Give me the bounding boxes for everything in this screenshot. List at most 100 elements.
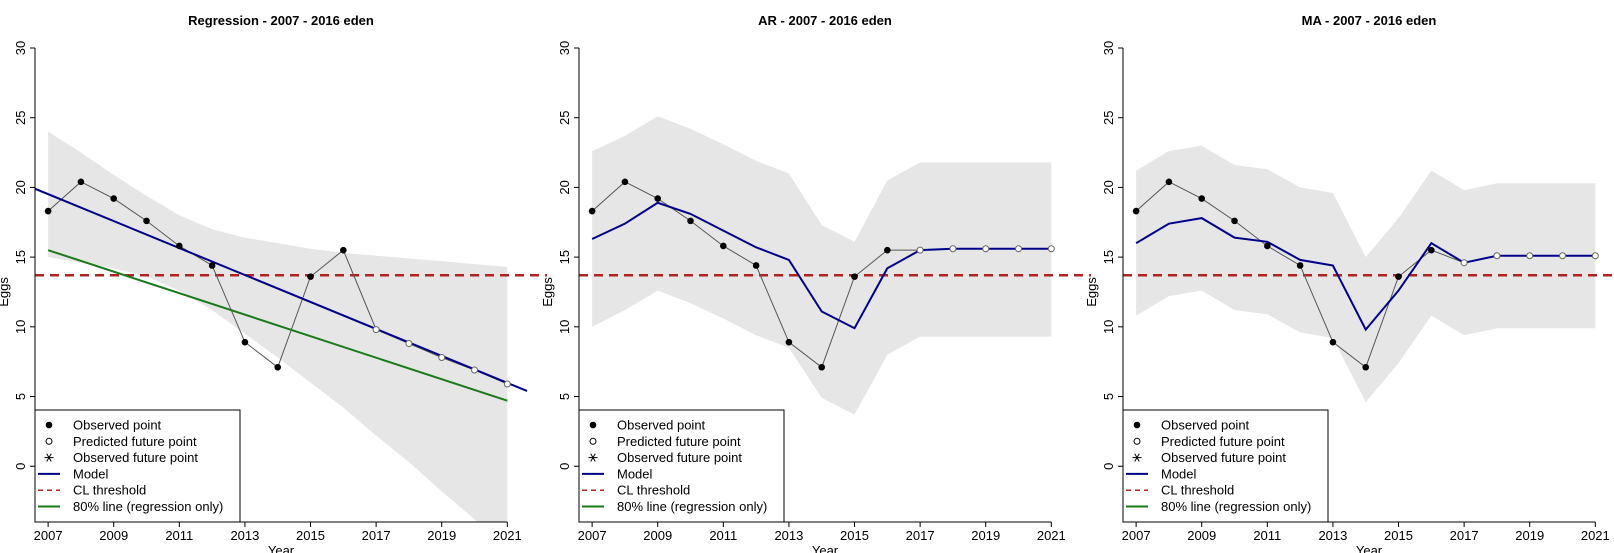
- legend-entry-label: Model: [617, 466, 653, 481]
- predicted-point: [916, 246, 924, 254]
- legend-entry-label: Observed point: [73, 418, 162, 433]
- predicted-point: [372, 326, 380, 334]
- y-tick-label: 20: [1101, 180, 1116, 194]
- x-tick-label: 2011: [709, 528, 737, 543]
- observed-point: [621, 178, 629, 186]
- y-tick-label: 10: [13, 320, 28, 334]
- y-tick-label: 15: [13, 250, 28, 264]
- x-tick-label: 2021: [1037, 528, 1066, 543]
- observed-point: [274, 363, 282, 371]
- y-tick-label: 20: [13, 180, 28, 194]
- predicted-point: [1526, 252, 1534, 260]
- observed-point: [1296, 262, 1304, 269]
- observed-point: [1264, 242, 1271, 250]
- legend-entry-label: CL threshold: [73, 483, 146, 498]
- asterisk-stroke: [590, 453, 596, 462]
- y-tick-label: 15: [557, 250, 572, 264]
- observed-point: [818, 363, 826, 371]
- legend-box: [578, 409, 785, 523]
- plot-area: [579, 116, 1091, 415]
- observed-point: [884, 246, 891, 254]
- legend-entry-label: Model: [73, 466, 109, 481]
- predicted-point: [982, 245, 990, 253]
- observed-point: [720, 242, 727, 250]
- y-tick-label: 20: [557, 180, 572, 194]
- x-tick-label: 2011: [1253, 528, 1281, 543]
- legend-entry-label: 80% line (regression only): [73, 499, 223, 514]
- y-tick-label: 30: [1101, 41, 1116, 55]
- model-line: [1135, 217, 1596, 332]
- observed-point: [176, 242, 183, 250]
- y-axis-label: Eggs: [0, 277, 11, 307]
- legend-key-observed: [1133, 421, 1141, 429]
- predicted-point: [1591, 252, 1599, 260]
- legend-box: [1122, 409, 1329, 523]
- observed-point: [340, 246, 347, 254]
- observed-point: [307, 273, 314, 280]
- observed-point: [1329, 338, 1337, 346]
- observed-point: [1165, 178, 1173, 186]
- observed-point: [143, 217, 150, 225]
- legend-entry-label: Observed point: [617, 418, 706, 433]
- observed-point: [77, 178, 85, 186]
- y-tick-label: 0: [557, 463, 572, 470]
- asterisk-stroke: [46, 453, 52, 462]
- observed-point: [752, 262, 760, 269]
- observed-point: [851, 273, 858, 280]
- legend-key-observed-future: [1132, 453, 1142, 462]
- x-tick-label: 2017: [1450, 528, 1479, 543]
- asterisk-stroke: [1134, 453, 1140, 462]
- predicted-point: [471, 366, 479, 374]
- y-tick-label: 25: [1101, 110, 1116, 124]
- model-line: [591, 201, 1052, 330]
- y-tick-label: 25: [557, 110, 572, 124]
- x-tick-label: 2009: [99, 528, 128, 543]
- x-tick-label: 2019: [427, 528, 456, 543]
- legend-entry-label: 80% line (regression only): [1161, 499, 1311, 514]
- y-tick-label: 0: [13, 463, 28, 470]
- x-tick-label: 2015: [1384, 528, 1413, 543]
- x-tick-label: 2021: [1581, 528, 1610, 543]
- observed-point: [208, 262, 216, 269]
- chart-title: Regression - 2007 - 2016 eden: [188, 13, 374, 28]
- predicted-point: [1559, 252, 1567, 260]
- x-tick-label: 2019: [1515, 528, 1544, 543]
- legend-key-observed: [589, 421, 597, 429]
- x-axis-label: Year: [1356, 543, 1383, 553]
- x-tick-label: 2007: [34, 528, 63, 543]
- y-axis-label: Eggs: [1084, 277, 1099, 307]
- y-axis: 0 5 10 15 20 25 30 Eggs: [0, 41, 36, 470]
- x-tick-label: 2011: [165, 528, 193, 543]
- legend-entry-label: Observed future point: [1161, 450, 1286, 465]
- x-axis: 2007 2009 2011 2013 2015 2017 2019 2021 Year: [578, 521, 1066, 553]
- x-tick-label: 2015: [296, 528, 325, 543]
- observed-point: [1362, 363, 1370, 371]
- y-tick-label: 5: [1101, 393, 1116, 400]
- y-tick-label: 30: [13, 41, 28, 55]
- y-tick-label: 5: [557, 393, 572, 400]
- observed-point: [588, 207, 596, 215]
- legend-key-observed-future: [588, 453, 598, 462]
- legend-entry-label: CL threshold: [1161, 483, 1234, 498]
- x-tick-label: 2013: [1318, 528, 1347, 543]
- y-tick-label: 0: [1101, 463, 1116, 470]
- predicted-point: [503, 380, 511, 388]
- chart-panel-1: 2007 2009 2011 2013 2015 2017 2019 2021Year0510…: [0, 13, 547, 553]
- chart-panel-3: 2007 2009 2011 2013 2015 2017 2019 2021Year0510…: [1084, 13, 1614, 553]
- plot-area: [35, 131, 547, 522]
- predicted-point: [405, 340, 413, 348]
- chart-panel-2: 2007 2009 2011 2013 2015 2017 2019 2021Year0510…: [540, 13, 1091, 553]
- legend-entry-label: 80% line (regression only): [617, 499, 767, 514]
- predicted-point: [1493, 252, 1501, 260]
- observed-point: [1198, 195, 1206, 202]
- x-tick-label: 2021: [493, 528, 522, 543]
- y-axis-label: Eggs: [540, 277, 555, 307]
- legend-entry-label: Predicted future point: [73, 434, 197, 449]
- legend-key-predicted: [589, 437, 597, 445]
- x-tick-label: 2015: [840, 528, 869, 543]
- predicted-point: [1015, 245, 1023, 253]
- y-tick-label: 15: [1101, 250, 1116, 264]
- observed-point: [241, 338, 249, 346]
